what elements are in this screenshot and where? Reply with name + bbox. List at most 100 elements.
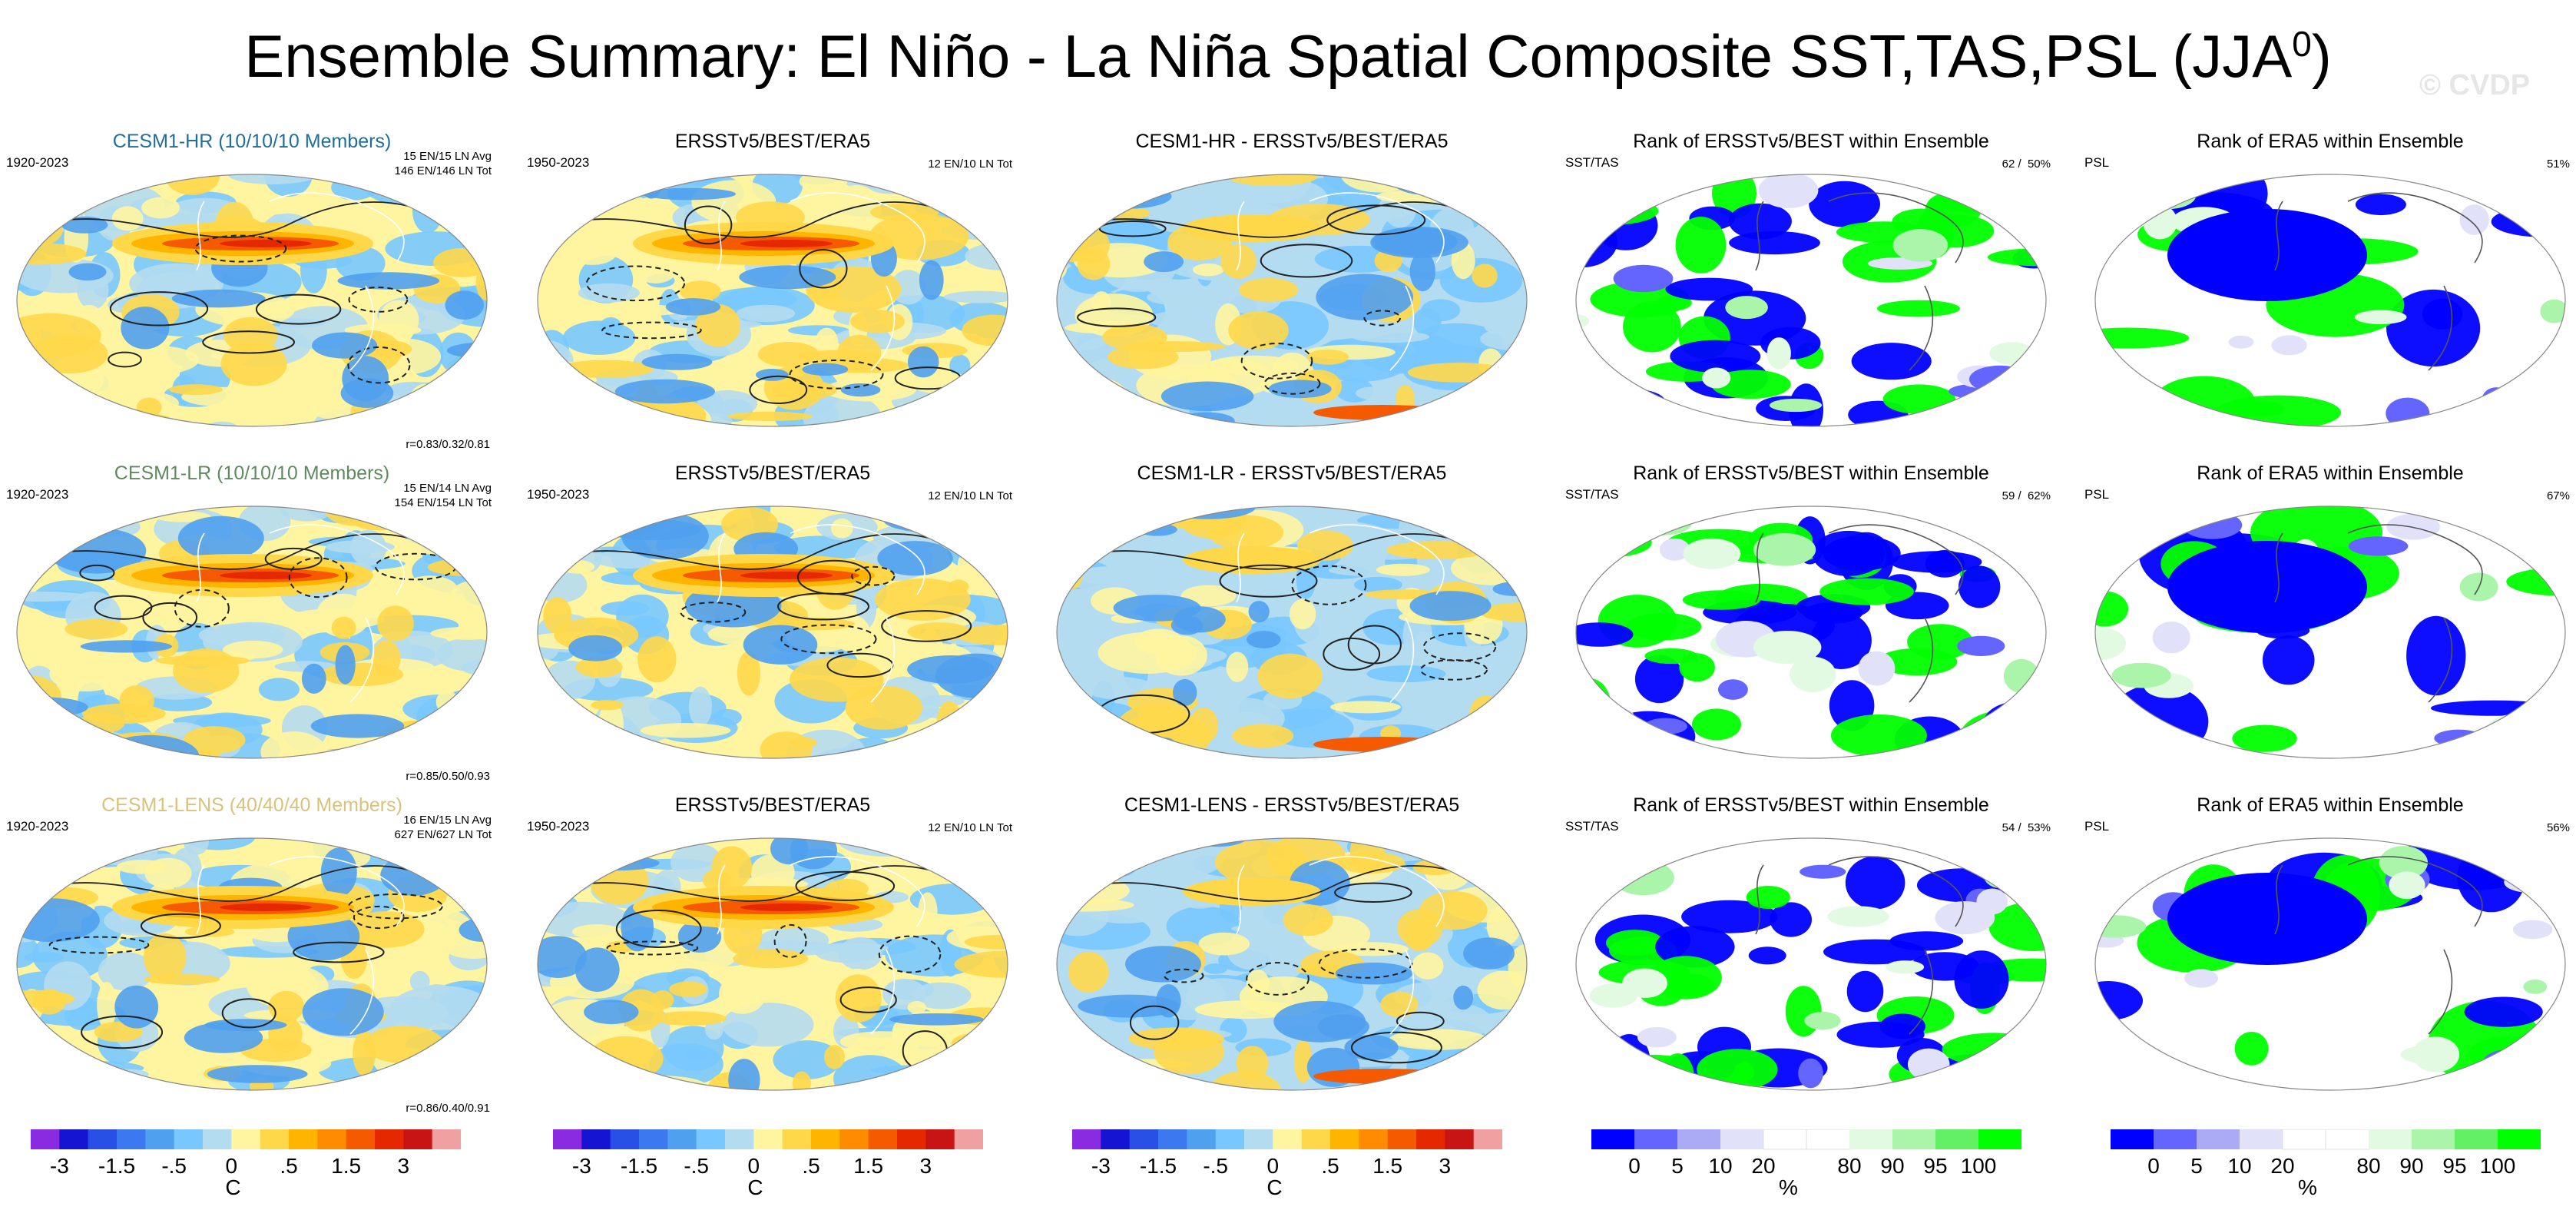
model-period: 1920-2023 xyxy=(6,155,69,170)
colorbar-swatch xyxy=(1359,1129,1389,1149)
colorbar-tick-label: 90 xyxy=(2399,1154,2424,1178)
colorbar-tick-label: 3 xyxy=(397,1154,410,1178)
colorbar-swatch xyxy=(1072,1129,1101,1149)
colorbar-swatch xyxy=(1445,1129,1475,1149)
colorbar-swatch xyxy=(375,1129,404,1149)
colorbar-tick-label: -3 xyxy=(1091,1154,1111,1178)
obs-title: ERSSTv5/BEST/ERA5 xyxy=(674,131,871,152)
colorbar-tick-label: 80 xyxy=(1837,1154,1862,1178)
rank-psl-title: Rank of ERA5 within Ensemble xyxy=(2197,794,2464,816)
colorbar-unit: % xyxy=(2298,1175,2317,1199)
colorbar-tick-label: 0 xyxy=(747,1154,760,1178)
colorbar-tick-label: -3 xyxy=(49,1154,69,1178)
rank-sst-variable: SST/TAS xyxy=(1565,819,1619,834)
model-period: 1920-2023 xyxy=(6,819,69,834)
colorbar-swatch xyxy=(2240,1129,2283,1149)
globe-map xyxy=(1052,834,1531,1094)
ensemble-counts: 15 EN/15 LN Avg 146 EN/146 LN Tot xyxy=(394,150,492,177)
colorbar-tick-label: 100 xyxy=(2479,1154,2516,1178)
colorbar-tick-label: 80 xyxy=(2356,1154,2381,1178)
colorbar-swatch xyxy=(145,1129,175,1149)
pattern-correlation: r=0.83/0.32/0.81 xyxy=(406,438,490,451)
colorbar-tick-label: 3 xyxy=(919,1154,932,1178)
colorbar-swatch xyxy=(1129,1129,1159,1149)
ensemble-counts: 15 EN/14 LN Avg 154 EN/154 LN Tot xyxy=(394,482,492,509)
colorbar-swatch xyxy=(2154,1129,2197,1149)
globe-map xyxy=(1571,834,2051,1094)
globe-map xyxy=(1052,502,1531,762)
colorbar-swatch xyxy=(2455,1129,2498,1149)
colorbar-tick-label: 0 xyxy=(2147,1154,2160,1178)
colorbar-swatch xyxy=(317,1129,347,1149)
rank-psl-variable: PSL xyxy=(2084,155,2110,170)
obs-period: 1950-2023 xyxy=(527,487,590,502)
colorbar-unit: % xyxy=(1779,1175,1798,1199)
obs-counts: 12 EN/10 LN Tot xyxy=(928,157,1012,171)
figure-title: Ensemble Summary: El Niño - La Niña Spat… xyxy=(244,22,2332,90)
colorbar-swatch xyxy=(2197,1129,2240,1149)
colorbar-swatch xyxy=(1720,1129,1764,1149)
globe-map xyxy=(12,502,492,762)
rank-sst-title: Rank of ERSSTv5/BEST within Ensemble xyxy=(1633,131,1989,152)
colorbar-swatch xyxy=(174,1129,204,1149)
model-period: 1920-2023 xyxy=(6,487,69,502)
cvdp-watermark: © CVDP xyxy=(2419,69,2531,101)
colorbar-tick-label: -.5 xyxy=(1203,1154,1228,1178)
colorbar-swatch xyxy=(1849,1129,1893,1149)
obs-title: ERSSTv5/BEST/ERA5 xyxy=(674,462,871,484)
colorbar-unit: C xyxy=(747,1175,763,1199)
colorbar-swatch xyxy=(1978,1129,2021,1149)
pattern-correlation: r=0.85/0.50/0.93 xyxy=(406,770,490,783)
colorbar-swatch xyxy=(1387,1129,1417,1149)
rank-sst-title: Rank of ERSSTv5/BEST within Ensemble xyxy=(1633,794,1989,816)
colorbar-swatch xyxy=(725,1129,754,1149)
rank-sst-panel-row-1: Rank of ERSSTv5/BEST within Ensemble SST/… xyxy=(1565,131,2057,453)
colorbar-swatch xyxy=(1101,1129,1131,1149)
colorbar-swatch xyxy=(1416,1129,1445,1149)
rank-psl-panel-row-2: Rank of ERA5 within Ensemble PSL 67% xyxy=(2084,462,2576,785)
colorbar-swatch xyxy=(782,1129,812,1149)
temperature-colorbar-2: -3 -1.5 -.5 0 .5 1.5 3 C xyxy=(553,1129,983,1199)
colorbar-swatch xyxy=(2498,1129,2541,1149)
colorbar-swatch xyxy=(1763,1129,1807,1150)
obs-panel-row-1: ERSSTv5/BEST/ERA5 1950-2023 12 EN/10 LN To… xyxy=(527,131,1018,453)
colorbar-tick-label: .5 xyxy=(1321,1154,1339,1178)
colorbar-swatch xyxy=(117,1129,146,1149)
colorbar-swatch xyxy=(88,1129,118,1149)
colorbar-swatch xyxy=(2325,1129,2369,1150)
rank-sst-percent: 54 / 53% xyxy=(2002,821,2051,834)
rank-colorbar-1: 0 5 10 20 80 90 95 100% xyxy=(1591,1129,2021,1199)
diff-title: CESM1-LENS - ERSSTv5/BEST/ERA5 xyxy=(1124,794,1460,816)
obs-panel-row-2: ERSSTv5/BEST/ERA5 1950-2023 12 EN/10 LN To… xyxy=(527,462,1018,785)
colorbar-swatch xyxy=(925,1129,955,1149)
colorbar-tick-label: 20 xyxy=(1751,1154,1776,1178)
globe-map xyxy=(533,171,1012,430)
diff-panel-row-2: CESM1-LR - ERSSTv5/BEST/ERA5 xyxy=(1046,462,1538,785)
colorbar-swatch xyxy=(31,1129,60,1149)
globe-map xyxy=(2091,502,2570,762)
globe-map xyxy=(12,171,492,430)
colorbar-swatch xyxy=(811,1129,840,1149)
colorbar-swatch xyxy=(1935,1129,1979,1149)
colorbar-tick-label: -.5 xyxy=(161,1154,187,1178)
colorbar-tick-label: 0 xyxy=(225,1154,238,1178)
rank-psl-variable: PSL xyxy=(2084,819,2110,834)
obs-period: 1950-2023 xyxy=(527,819,590,834)
colorbar-swatch xyxy=(581,1129,611,1149)
globe-map xyxy=(1052,171,1531,430)
rank-psl-title: Rank of ERA5 within Ensemble xyxy=(2197,131,2464,152)
colorbar-tick-label: 20 xyxy=(2270,1154,2295,1178)
colorbar-swatch xyxy=(868,1129,898,1149)
rank-psl-percent: 56% xyxy=(2546,821,2570,834)
colorbar-tick-label: -.5 xyxy=(684,1154,709,1178)
colorbar-swatch xyxy=(2282,1129,2326,1150)
colorbar-swatch xyxy=(553,1129,582,1149)
colorbar-swatch xyxy=(1806,1129,1850,1150)
model-panel-row-2: CESM1-LR (10/10/10 Members) 1920-2023 15 E… xyxy=(6,462,498,785)
colorbar-swatch xyxy=(1591,1129,1635,1149)
pattern-correlation: r=0.86/0.40/0.91 xyxy=(406,1102,490,1115)
globe-map xyxy=(12,834,492,1094)
colorbar-swatch xyxy=(1301,1129,1331,1149)
colorbar-tick-label: 0 xyxy=(1266,1154,1280,1178)
colorbar-swatch xyxy=(954,1129,983,1149)
